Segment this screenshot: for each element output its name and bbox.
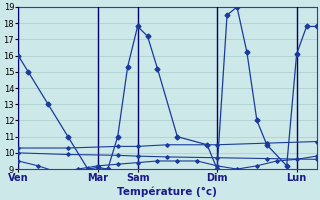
X-axis label: Température (°c): Température (°c) bbox=[117, 186, 217, 197]
